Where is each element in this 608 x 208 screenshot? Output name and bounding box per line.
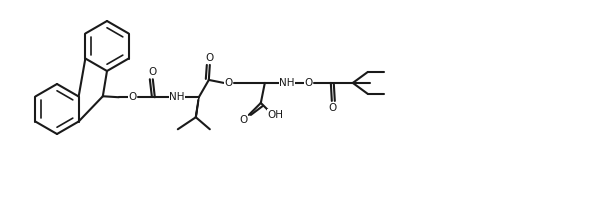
Text: NH: NH (279, 78, 294, 88)
Text: O: O (240, 115, 248, 125)
Text: O: O (149, 67, 157, 77)
Text: O: O (305, 78, 313, 88)
Text: OH: OH (268, 110, 284, 120)
Text: O: O (329, 103, 337, 113)
Text: NH: NH (169, 92, 185, 102)
Text: O: O (129, 92, 137, 102)
Text: O: O (225, 78, 233, 88)
Text: O: O (206, 53, 214, 63)
